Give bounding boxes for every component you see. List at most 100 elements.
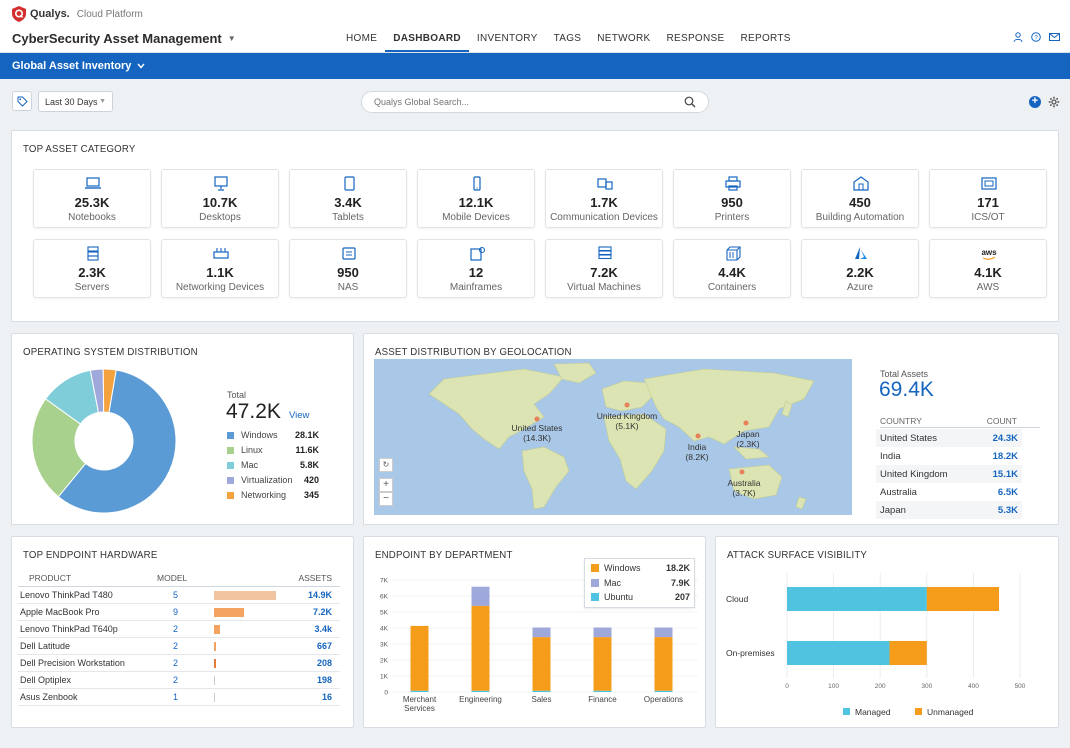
nav-tags[interactable]: TAGS — [553, 33, 582, 44]
x-tick-label: 200 — [875, 683, 886, 690]
category-card-mobile-devices[interactable]: 12.1K Mobile Devices — [417, 169, 535, 228]
geo-row[interactable]: Australia 6.5K — [876, 483, 1022, 501]
category-card-mainframes[interactable]: 12 Mainframes — [417, 239, 535, 298]
model-count[interactable]: 2 — [173, 675, 179, 685]
os-view-link[interactable]: View — [289, 410, 310, 421]
nav-response[interactable]: RESPONSE — [666, 33, 725, 44]
dept-legend-windows[interactable]: Windows 18.2K — [591, 563, 690, 573]
model-count[interactable]: 5 — [173, 590, 179, 600]
asset-bar — [214, 608, 244, 617]
os-legend-windows[interactable]: Windows 28.1K — [227, 430, 319, 440]
category-value: 950 — [721, 195, 743, 210]
legend-value: 345 — [303, 490, 319, 500]
dept-legend-ubuntu[interactable]: Ubuntu 207 — [591, 592, 690, 602]
date-range-select[interactable]: Last 30 Days ▼ — [38, 91, 113, 112]
category-card-notebooks[interactable]: 25.3K Notebooks — [33, 169, 151, 228]
geo-row[interactable]: United States 24.3K — [876, 429, 1022, 447]
gear-icon[interactable] — [1048, 96, 1060, 108]
category-card-servers[interactable]: 2.3K Servers — [33, 239, 151, 298]
os-legend-linux[interactable]: Linux 11.6K — [227, 445, 319, 455]
os-legend-mac[interactable]: Mac 5.8K — [227, 460, 319, 470]
category-card-tablets[interactable]: 3.4K Tablets — [289, 169, 407, 228]
asset-bar — [214, 625, 221, 634]
category-card-networking-devices[interactable]: 1.1K Networking Devices — [161, 239, 279, 298]
model-count[interactable]: 1 — [173, 692, 179, 702]
category-card-containers[interactable]: 4.4K Containers — [673, 239, 791, 298]
search-icon[interactable] — [684, 96, 696, 108]
os-legend-virtualization[interactable]: Virtualization 420 — [227, 475, 319, 485]
dept-legend-mac[interactable]: Mac 7.9K — [591, 578, 690, 588]
nav-network[interactable]: NETWORK — [597, 33, 651, 44]
category-card-virtual-machines[interactable]: 7.2K Virtual Machines — [545, 239, 663, 298]
nav-dashboard[interactable]: DASHBOARD — [385, 31, 469, 52]
category-card-azure[interactable]: 2.2K Azure — [801, 239, 919, 298]
laptop-icon — [85, 177, 101, 189]
model-count[interactable]: 2 — [173, 658, 179, 668]
bar-windows — [654, 637, 673, 691]
category-card-building-automation[interactable]: 450 Building Automation — [801, 169, 919, 228]
hardware-row[interactable]: Apple MacBook Pro 9 7.2K — [18, 604, 340, 621]
hardware-row[interactable]: Dell Latitude 2 667 — [18, 638, 340, 655]
inventory-switcher[interactable]: Global Asset Inventory — [12, 60, 145, 72]
category-card-printers[interactable]: 950 Printers — [673, 169, 791, 228]
os-slice-networking — [102, 368, 117, 413]
help-icon[interactable]: ? — [1031, 32, 1041, 42]
col-count: COUNT — [986, 416, 1017, 426]
brand[interactable]: Qualys. Cloud Platform — [12, 6, 143, 22]
asset-inventory-bar: Global Asset Inventory — [0, 53, 1070, 79]
add-widget-button[interactable]: + — [1029, 96, 1041, 108]
model-count[interactable]: 2 — [173, 641, 179, 651]
nav-reports[interactable]: REPORTS — [740, 33, 791, 44]
nav-inventory[interactable]: INVENTORY — [476, 33, 538, 44]
mail-icon[interactable] — [1049, 32, 1060, 42]
legend-swatch — [227, 431, 234, 439]
nav-home[interactable]: HOME — [346, 33, 378, 44]
map-zoom-in-button[interactable]: + — [379, 478, 393, 492]
y-tick-label: 4K — [380, 626, 389, 633]
app-switcher[interactable]: CyberSecurity Asset Management ▼ — [12, 31, 236, 46]
caret-down-icon: ▼ — [99, 98, 106, 105]
department-legend: Windows 18.2K Mac 7.9K Ubuntu 207 — [584, 558, 695, 608]
geo-table-header: COUNTRY COUNT — [880, 416, 1040, 428]
category-card-nas[interactable]: 950 NAS — [289, 239, 407, 298]
model-count[interactable]: 2 — [173, 624, 179, 634]
asset-count[interactable]: 16 — [321, 692, 332, 702]
map-zoom-out-button[interactable]: − — [379, 492, 393, 506]
os-donut-chart[interactable] — [30, 368, 178, 514]
server-icon — [87, 246, 99, 261]
category-card-communication-devices[interactable]: 1.7K Communication Devices — [545, 169, 663, 228]
filter-row: Last 30 Days ▼ — [0, 79, 1070, 125]
os-legend-networking[interactable]: Networking 345 — [227, 490, 319, 500]
tag-filter-button[interactable] — [12, 91, 32, 111]
asset-count[interactable]: 7.2K — [312, 607, 332, 617]
user-icon[interactable] — [1013, 32, 1023, 42]
model-count[interactable]: 9 — [173, 607, 179, 617]
geo-row[interactable]: Japan 5.3K — [876, 501, 1022, 519]
category-card-ics-ot[interactable]: 171 ICS/OT — [929, 169, 1047, 228]
category-card-desktops[interactable]: 10.7K Desktops — [161, 169, 279, 228]
asset-count[interactable]: 208 — [316, 658, 332, 668]
geo-row[interactable]: United Kingdom 15.1K — [876, 465, 1022, 483]
legend-swatch — [591, 593, 599, 601]
asset-count[interactable]: 667 — [316, 641, 332, 651]
hardware-row[interactable]: Lenovo ThinkPad T640p 2 3.4k — [18, 621, 340, 638]
chevron-down-icon — [137, 63, 145, 69]
world-map[interactable] — [374, 359, 852, 515]
search-input[interactable] — [374, 97, 674, 107]
asset-count[interactable]: 14.9K — [307, 590, 332, 600]
hardware-row[interactable]: Asus Zenbook 1 16 — [18, 689, 340, 706]
attack-surface-chart[interactable]: 0 100 200 300 400 500 Cloud On-premises Managed U… — [715, 568, 1059, 718]
bar-managed — [787, 587, 927, 611]
category-card-aws[interactable]: aws 4.1K AWS — [929, 239, 1047, 298]
hardware-row[interactable]: Lenovo ThinkPad T480 5 14.9K — [18, 587, 340, 604]
map-reset-button[interactable]: ↻ — [379, 458, 393, 472]
attack-surface-panel: ATTACK SURFACE VISIBILITY — [715, 536, 1059, 728]
hardware-row[interactable]: Dell Optiplex 2 198 — [18, 672, 340, 689]
geo-row[interactable]: India 18.2K — [876, 447, 1022, 465]
legend-swatch — [591, 578, 599, 587]
hardware-row[interactable]: Dell Precision Workstation 2 208 — [18, 655, 340, 672]
category-label: Virtual Machines — [567, 282, 641, 293]
asset-count[interactable]: 3.4k — [314, 624, 332, 634]
asset-count[interactable]: 198 — [316, 675, 332, 685]
